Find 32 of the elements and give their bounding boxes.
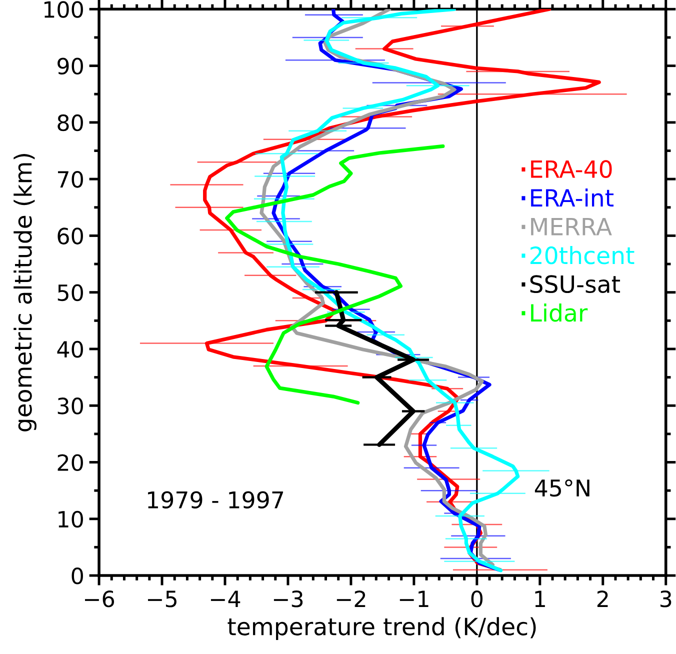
legend-label: Lidar bbox=[531, 304, 588, 322]
x-tick-label: 3 bbox=[660, 590, 672, 608]
annotation: 1979 - 1997 bbox=[148, 491, 284, 509]
legend-label: SSU-sat bbox=[530, 275, 620, 294]
y-tick-label: 20 bbox=[58, 454, 83, 472]
y-tick-label: 60 bbox=[58, 228, 83, 244]
x-tick-label: 0 bbox=[471, 590, 483, 608]
annotation: 45°N bbox=[534, 479, 590, 497]
x-axis-title: temperature trend (K/dec) bbox=[228, 617, 536, 640]
legend-label: ERA-int bbox=[531, 188, 614, 206]
x-tick-label: −1 bbox=[400, 590, 428, 607]
y-tick-label: 40 bbox=[57, 340, 83, 358]
y-tick-label: 100 bbox=[44, 1, 83, 18]
x-tick-label: −3 bbox=[274, 590, 303, 608]
y-tick-label: 90 bbox=[58, 58, 83, 75]
y-tick-label: 0 bbox=[72, 567, 83, 584]
x-tick-label: −4 bbox=[210, 590, 240, 607]
legend-label: ERA-40 bbox=[531, 160, 612, 178]
y-tick-label: 10 bbox=[58, 510, 83, 528]
x-tick-label: 2 bbox=[597, 590, 608, 607]
y-tick-label: 80 bbox=[58, 114, 83, 132]
y-axis-title: geometric altitude (km) bbox=[14, 154, 36, 432]
x-tick-label: −2 bbox=[336, 590, 366, 607]
y-tick-label: 50 bbox=[58, 284, 83, 302]
legend-label: MERRA bbox=[531, 218, 612, 236]
x-tick-label: −5 bbox=[148, 590, 176, 608]
y-tick-label: 70 bbox=[58, 171, 83, 188]
line-series bbox=[225, 144, 445, 405]
x-tick-label: 1 bbox=[535, 590, 545, 607]
x-tick-label: −6 bbox=[85, 590, 114, 608]
legend-label: 20thcent bbox=[530, 246, 634, 264]
y-tick-label: 30 bbox=[58, 398, 83, 414]
